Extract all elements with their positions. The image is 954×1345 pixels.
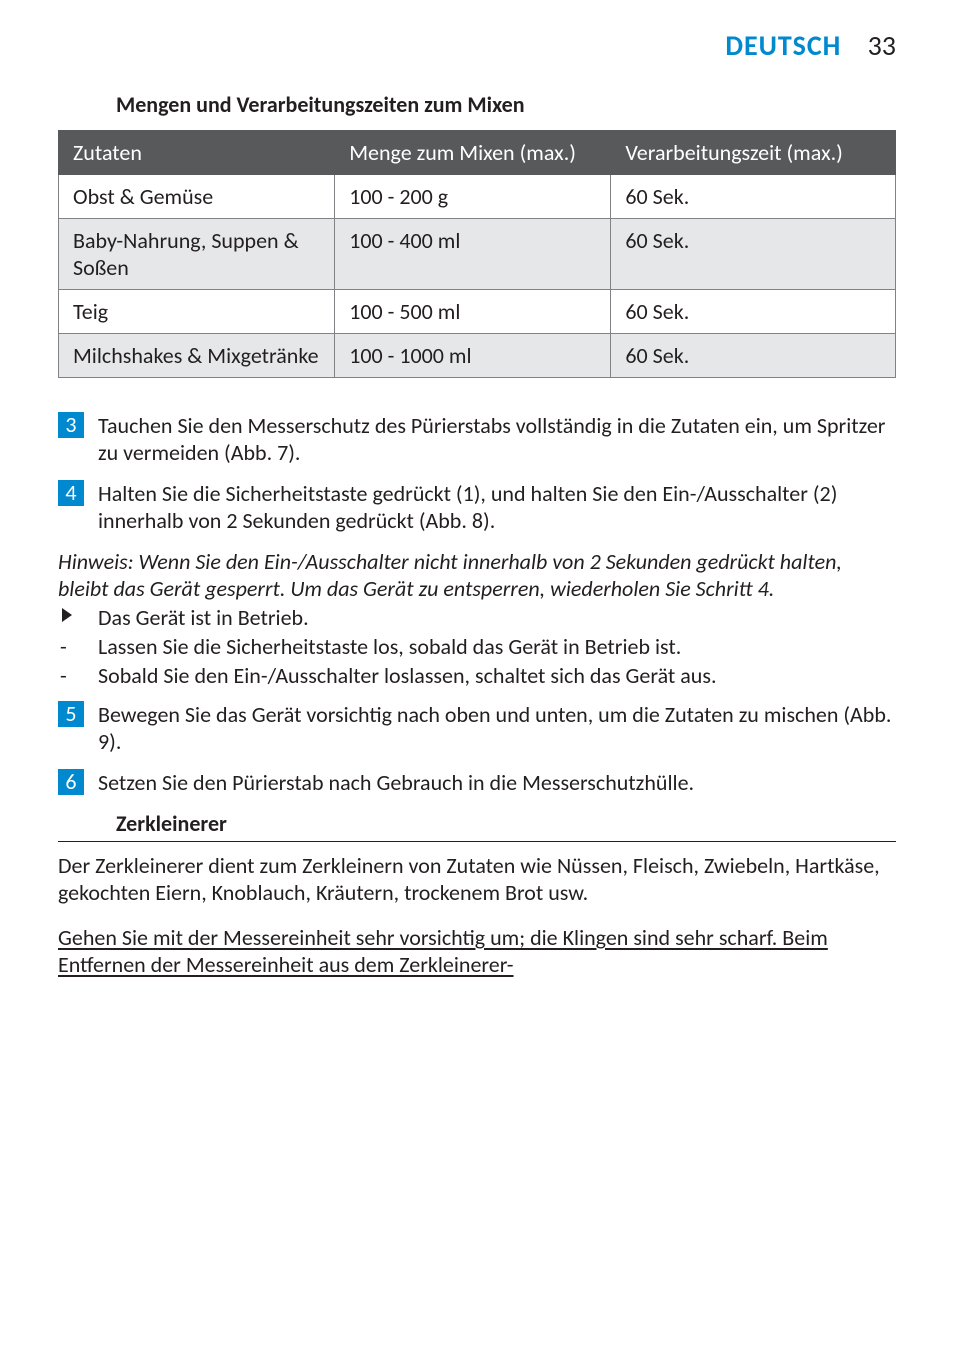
section-rule [58, 841, 896, 842]
blade-warning: Gehen Sie mit der Messereinheit sehr vor… [58, 924, 896, 978]
table-header-row: Zutaten Menge zum Mixen (max.) Verarbeit… [59, 131, 896, 175]
step-6-text: Setzen Sie den Pürierstab nach Gebrauch … [98, 769, 896, 796]
bullet-dash1-text: Lassen Sie die Sicherheitstaste los, sob… [98, 633, 896, 660]
mixen-table: Zutaten Menge zum Mixen (max.) Verarbeit… [58, 130, 896, 378]
cell-zeit: 60 Sek. [611, 290, 896, 334]
col-zeit: Verarbeitungszeit (max.) [611, 131, 896, 175]
col-menge: Menge zum Mixen (max.) [335, 131, 611, 175]
hinweis-note: Hinweis: Wenn Sie den Ein-/Ausschalter n… [58, 548, 896, 602]
arrow-right-icon [58, 604, 98, 626]
table-row: Obst & Gemüse 100 - 200 g 60 Sek. [59, 175, 896, 219]
dash-icon: - [58, 662, 98, 689]
step-4-text: Halten Sie die Sicherheitstaste gedrückt… [98, 480, 896, 534]
col-zutaten: Zutaten [59, 131, 335, 175]
step-5: 5 Bewegen Sie das Gerät vorsichtig nach … [58, 701, 896, 755]
cell-zutaten: Baby-Nahrung, Suppen & Soßen [59, 219, 335, 290]
table-row: Milchshakes & Mixgetränke 100 - 1000 ml … [59, 334, 896, 378]
page-number: 33 [868, 28, 896, 63]
header-spacer [845, 28, 864, 63]
cell-menge: 100 - 1000 ml [335, 334, 611, 378]
cell-zeit: 60 Sek. [611, 334, 896, 378]
step-number-6: 6 [58, 769, 84, 795]
zerkleinerer-description: Der Zerkleinerer dient zum Zerkleinern v… [58, 852, 896, 906]
step-number-3: 3 [58, 412, 84, 438]
step-number-5: 5 [58, 701, 84, 727]
table-row: Teig 100 - 500 ml 60 Sek. [59, 290, 896, 334]
table-row: Baby-Nahrung, Suppen & Soßen 100 - 400 m… [59, 219, 896, 290]
dash-icon: - [58, 633, 98, 660]
cell-menge: 100 - 200 g [335, 175, 611, 219]
cell-zutaten: Milchshakes & Mixgetränke [59, 334, 335, 378]
cell-zeit: 60 Sek. [611, 175, 896, 219]
step-4: 4 Halten Sie die Sicherheitstaste gedrüc… [58, 480, 896, 534]
step-3: 3 Tauchen Sie den Messerschutz des Pürie… [58, 412, 896, 466]
step-3-text: Tauchen Sie den Messerschutz des Püriers… [98, 412, 896, 466]
bullet-dash2-text: Sobald Sie den Ein-/Ausschalter loslasse… [98, 662, 896, 689]
cell-menge: 100 - 500 ml [335, 290, 611, 334]
bullet-arrow-line: Das Gerät ist in Betrieb. [58, 604, 896, 631]
step-number-4: 4 [58, 480, 84, 506]
cell-zutaten: Obst & Gemüse [59, 175, 335, 219]
section-title-zerkleinerer: Zerkleinerer [116, 810, 896, 837]
page-header: DEUTSCH 33 [58, 28, 896, 63]
step-6: 6 Setzen Sie den Pürierstab nach Gebrauc… [58, 769, 896, 796]
cell-zutaten: Teig [59, 290, 335, 334]
bullet-arrow-text: Das Gerät ist in Betrieb. [98, 604, 896, 631]
cell-zeit: 60 Sek. [611, 219, 896, 290]
bullet-dash-line: - Sobald Sie den Ein-/Ausschalter loslas… [58, 662, 896, 689]
bullet-dash-line: - Lassen Sie die Sicherheitstaste los, s… [58, 633, 896, 660]
section-title-mixen: Mengen und Verarbeitungszeiten zum Mixen [116, 91, 896, 118]
step-5-text: Bewegen Sie das Gerät vorsichtig nach ob… [98, 701, 896, 755]
language-label: DEUTSCH [725, 28, 841, 63]
cell-menge: 100 - 400 ml [335, 219, 611, 290]
